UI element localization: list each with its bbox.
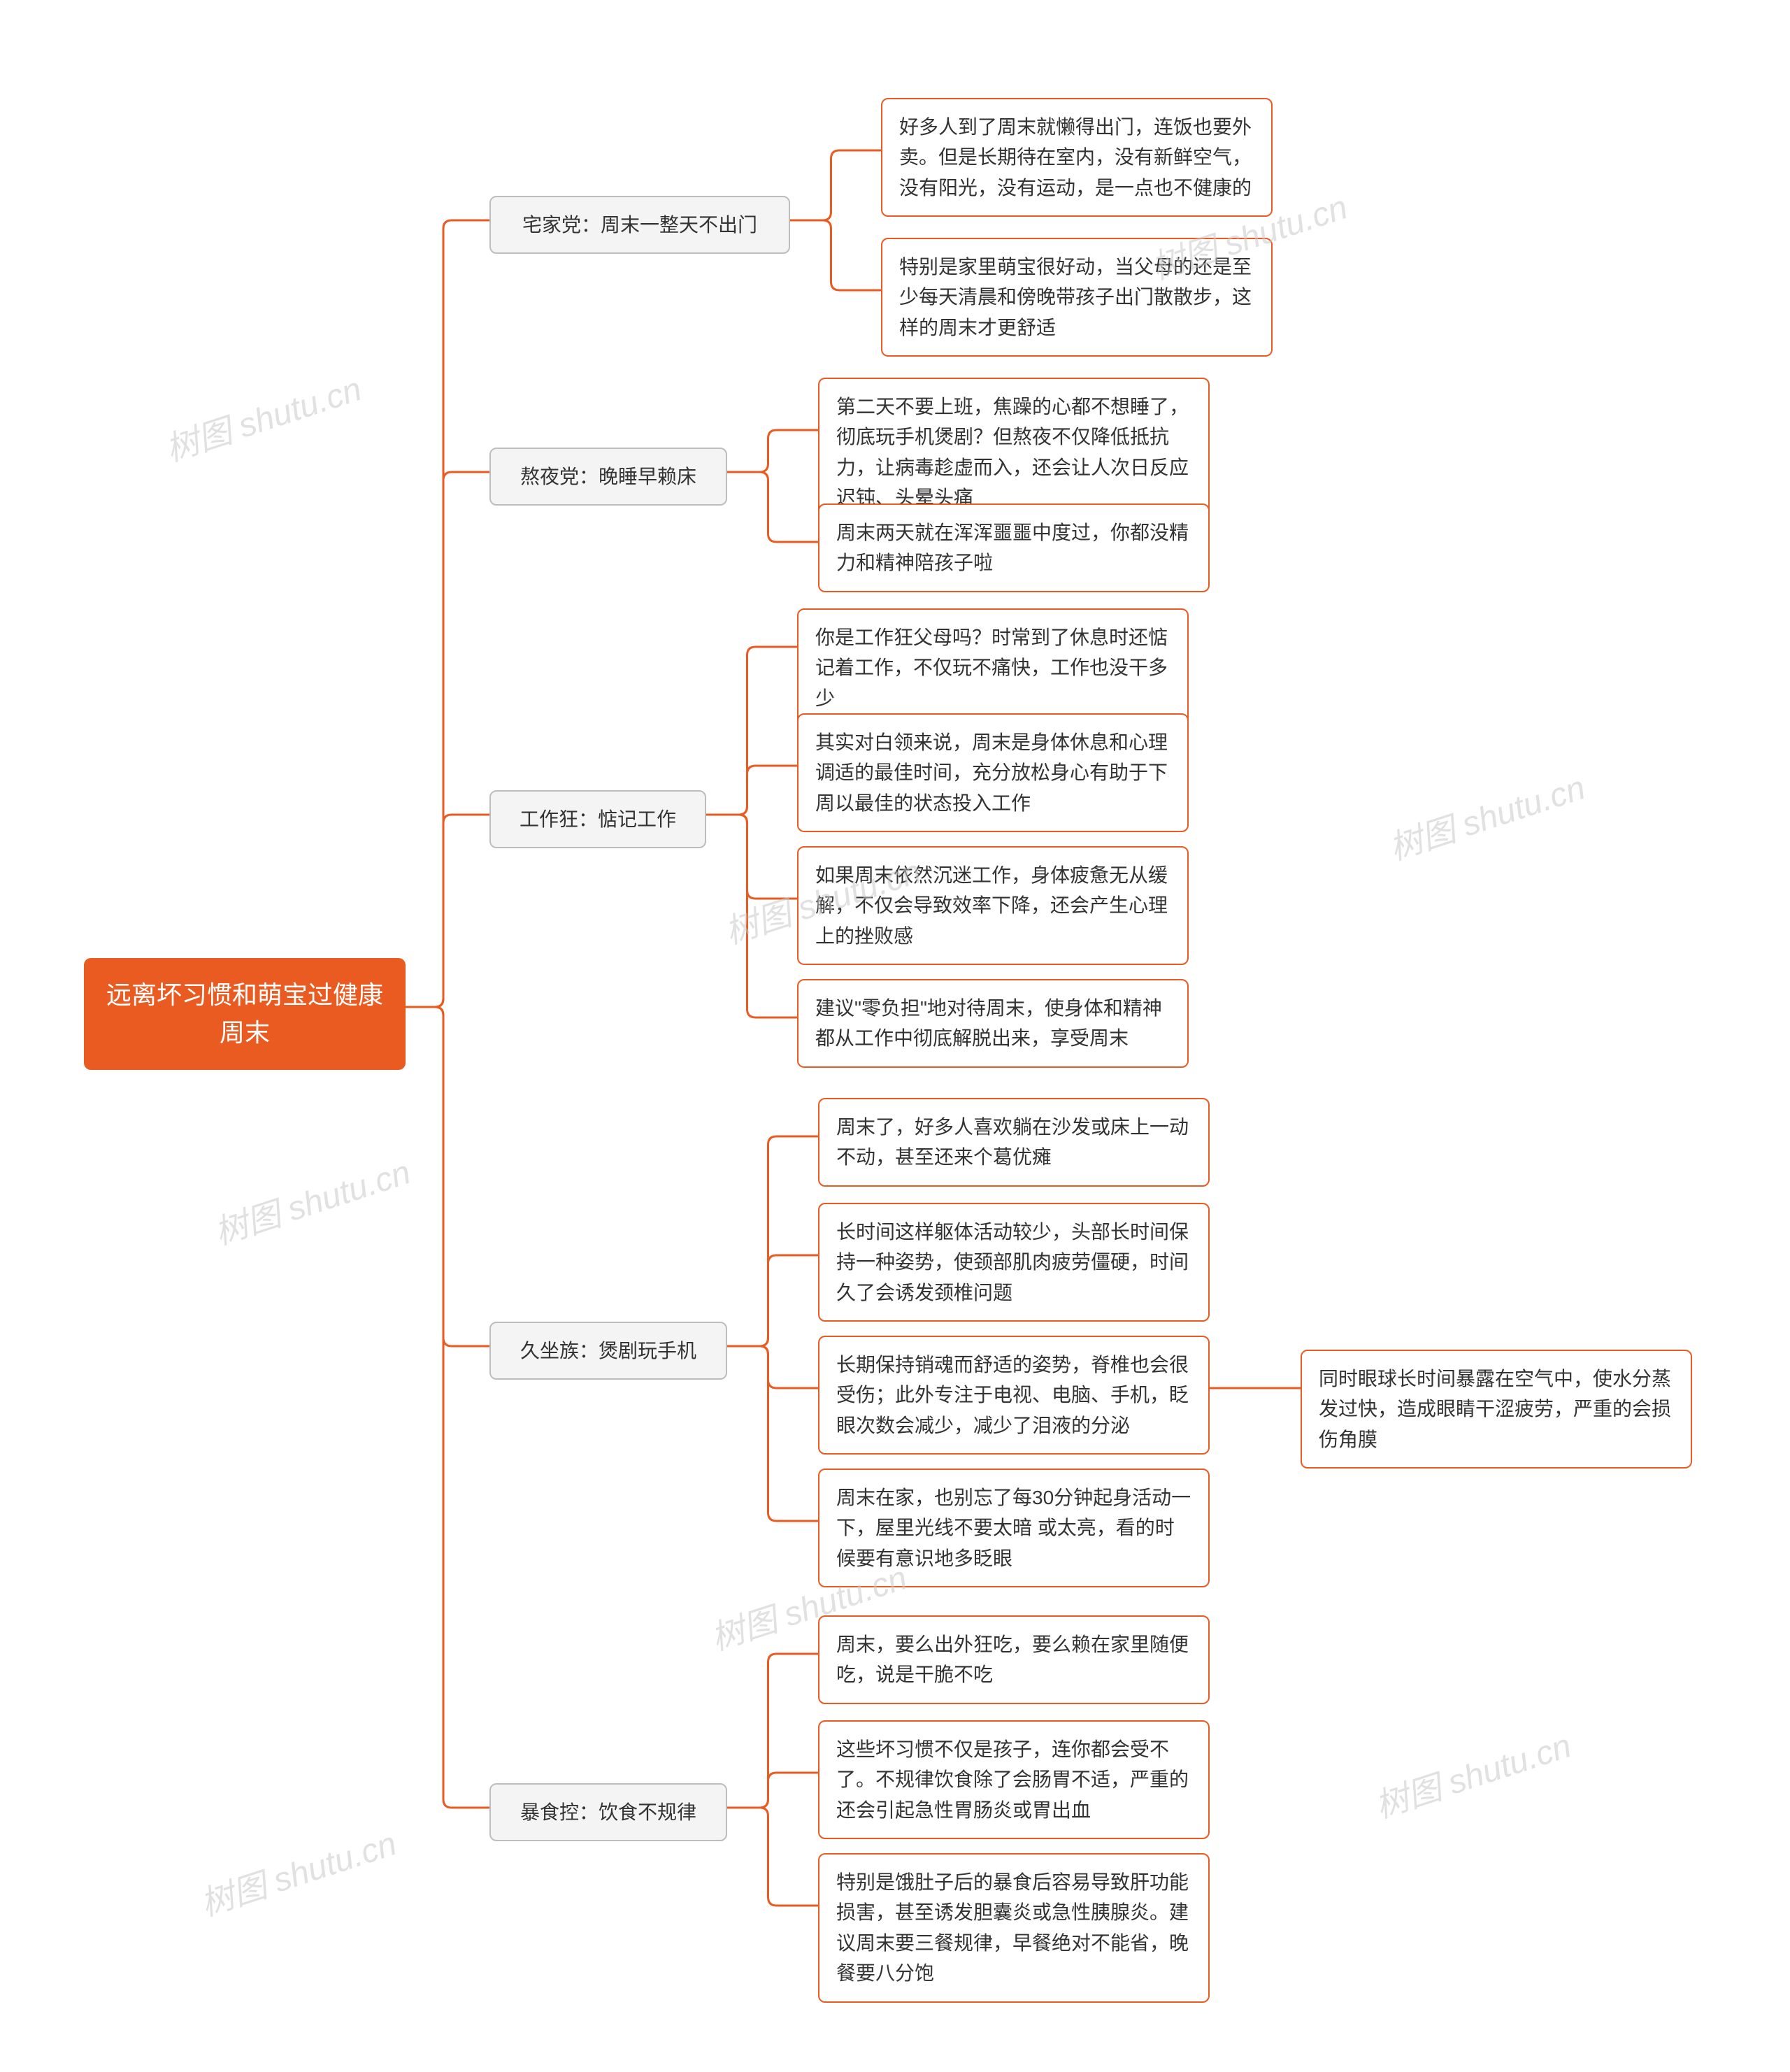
leaf-node: 建议"零负担"地对待周末，使身体和精神都从工作中彻底解脱出来，享受周末	[797, 979, 1189, 1068]
leaf-node: 特别是家里萌宝很好动，当父母的还是至少每天清晨和傍晚带孩子出门散散步，这样的周末…	[881, 238, 1273, 357]
leaf-node: 周末两天就在浑浑噩噩中度过，你都没精力和精神陪孩子啦	[818, 503, 1210, 592]
leaf-node: 这些坏习惯不仅是孩子，连你都会受不了。不规律饮食除了会肠胃不适，严重的还会引起急…	[818, 1720, 1210, 1839]
watermark: 树图 shutu.cn	[158, 362, 366, 471]
watermark: 树图 shutu.cn	[1382, 760, 1590, 869]
watermark: 树图 shutu.cn	[207, 1145, 415, 1254]
category-node: 熬夜党：晚睡早赖床	[489, 448, 727, 506]
watermark: 树图 shutu.cn	[193, 1816, 401, 1925]
leaf-node: 其实对白领来说，周末是身体休息和心理调适的最佳时间，充分放松身心有助于下周以最佳…	[797, 713, 1189, 832]
category-node: 宅家党：周末一整天不出门	[489, 196, 790, 254]
leaf-node: 周末了，好多人喜欢躺在沙发或床上一动不动，甚至还来个葛优瘫	[818, 1098, 1210, 1187]
leaf-node: 特别是饿肚子后的暴食后容易导致肝功能损害，甚至诱发胆囊炎或急性胰腺炎。建议周末要…	[818, 1853, 1210, 2003]
leaf-node: 你是工作狂父母吗？时常到了休息时还惦记着工作，不仅玩不痛快，工作也没干多少	[797, 608, 1189, 727]
category-node: 久坐族：煲剧玩手机	[489, 1322, 727, 1380]
leaf-node: 同时眼球长时间暴露在空气中，使水分蒸发过快，造成眼睛干涩疲劳，严重的会损伤角膜	[1301, 1350, 1692, 1469]
leaf-node: 如果周末依然沉迷工作，身体疲惫无从缓解，不仅会导致效率下降，还会产生心理上的挫败…	[797, 846, 1189, 965]
leaf-node: 周末，要么出外狂吃，要么赖在家里随便吃，说是干脆不吃	[818, 1615, 1210, 1704]
leaf-node: 周末在家，也别忘了每30分钟起身活动一下，屋里光线不要太暗 或太亮，看的时候要有…	[818, 1469, 1210, 1587]
root-node: 远离坏习惯和萌宝过健康周末	[84, 958, 406, 1070]
category-node: 工作狂：惦记工作	[489, 790, 706, 848]
category-node: 暴食控：饮食不规律	[489, 1783, 727, 1841]
leaf-node: 长期保持销魂而舒适的姿势，脊椎也会很受伤；此外专注于电视、电脑、手机，眨眼次数会…	[818, 1336, 1210, 1455]
leaf-node: 长时间这样躯体活动较少，头部长时间保持一种姿势，使颈部肌肉疲劳僵硬，时间久了会诱…	[818, 1203, 1210, 1322]
watermark: 树图 shutu.cn	[1368, 1718, 1576, 1827]
leaf-node: 好多人到了周末就懒得出门，连饭也要外卖。但是长期待在室内，没有新鲜空气，没有阳光…	[881, 98, 1273, 217]
